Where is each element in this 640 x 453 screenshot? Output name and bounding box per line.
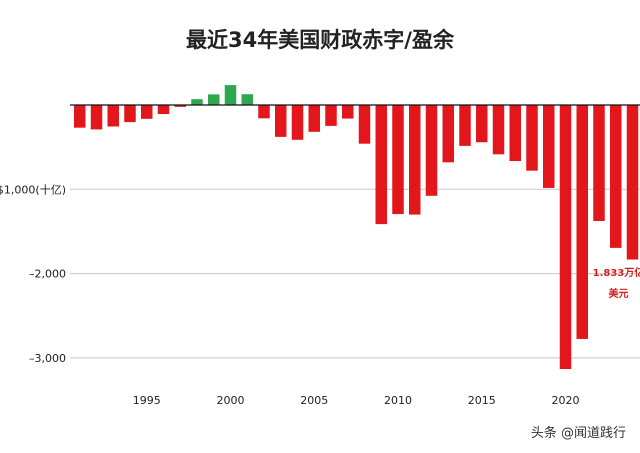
bar-2008 xyxy=(358,105,371,144)
annotation-unit: 美元 xyxy=(609,287,629,300)
bars xyxy=(74,85,639,370)
bar-2019 xyxy=(543,105,555,188)
bar-2000 xyxy=(224,85,237,105)
bar-1995 xyxy=(141,105,153,119)
bar-1999 xyxy=(208,94,220,105)
bar-2024 xyxy=(626,105,639,260)
bar-2017 xyxy=(509,105,521,162)
bar-2020 xyxy=(559,105,572,370)
axes: –$1,000(十亿) –2,000 –3,000 1995 2000 2005 2010 2… xyxy=(0,104,640,407)
x-tick-label: 2010 xyxy=(384,394,412,407)
bar-2022 xyxy=(593,105,605,221)
bar-2002 xyxy=(258,105,270,119)
bar-2014 xyxy=(459,105,471,146)
y-tick-label: –$1,000(十亿) xyxy=(0,182,66,196)
annotation-value: 1.833万亿 xyxy=(593,266,640,279)
bar-2013 xyxy=(442,105,454,163)
bar-2001 xyxy=(241,94,253,105)
bar-1991 xyxy=(74,105,86,128)
watermark: 头条 @闻道践行 xyxy=(530,426,626,441)
bar-2012 xyxy=(425,105,438,196)
bar-2010 xyxy=(392,105,404,215)
bar-1992 xyxy=(90,105,103,130)
bar-2015 xyxy=(476,105,488,143)
bar-1997 xyxy=(174,105,186,107)
bar-2018 xyxy=(526,105,538,171)
x-tick-label: 2015 xyxy=(468,394,496,407)
gridlines xyxy=(70,188,640,359)
chart-title: 最近34年美国财政赤字/盈余 xyxy=(186,28,454,52)
bar-2006 xyxy=(325,105,337,126)
bar-1998 xyxy=(191,99,203,105)
x-tick-label: 1995 xyxy=(133,394,161,407)
x-tick-label: 2020 xyxy=(552,394,580,407)
bar-2011 xyxy=(409,105,421,215)
bar-2007 xyxy=(342,105,354,119)
bar-2023 xyxy=(610,105,622,248)
bar-1994 xyxy=(124,105,136,123)
x-tick-label: 2000 xyxy=(217,394,245,407)
y-tick-label: –3,000 xyxy=(29,352,66,365)
bar-2009 xyxy=(375,105,387,225)
bar-2004 xyxy=(291,105,304,140)
bar-2016 xyxy=(492,105,505,155)
bar-1993 xyxy=(107,105,119,127)
bar-1996 xyxy=(157,105,170,115)
bar-2021 xyxy=(576,105,588,339)
bar-2005 xyxy=(308,105,320,132)
y-tick-label: –2,000 xyxy=(29,268,66,281)
x-tick-label: 2005 xyxy=(300,394,328,407)
bar-2003 xyxy=(275,105,287,137)
